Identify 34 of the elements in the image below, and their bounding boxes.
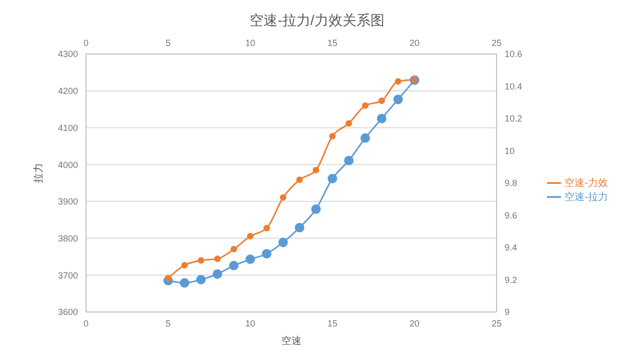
x-tick-label: 20 <box>410 38 420 48</box>
x2-tick-label: 20 <box>410 318 420 328</box>
y-tick-label: 4100 <box>58 122 78 133</box>
legend-label: 空速-拉力 <box>564 192 608 203</box>
y2-tick-label: 9.6 <box>504 210 518 220</box>
y-tick-label: 4200 <box>58 86 78 96</box>
chart-title: 空速-拉力/力效关系图 <box>248 11 386 30</box>
x-tick-label: 25 <box>492 38 502 48</box>
x2-tick-label: 0 <box>83 318 89 328</box>
y2-tick-label: 9.4 <box>504 242 518 253</box>
y2-tick-label: 9.8 <box>504 178 518 188</box>
y2-tick-label: 10.2 <box>504 114 522 124</box>
y2-tick-label: 10 <box>504 146 515 156</box>
y2-tick-label: 9 <box>504 307 510 318</box>
y-tick-label: 4000 <box>58 160 78 170</box>
y2-tick-label: 10.4 <box>504 81 522 92</box>
x2-tick-label: 5 <box>166 318 171 328</box>
x-tick-label: 15 <box>327 38 338 48</box>
y-tick-label: 3900 <box>58 196 78 207</box>
x-tick-label: 5 <box>166 38 171 48</box>
y2-tick-label: 10.6 <box>504 49 522 60</box>
y-axis-title: 拉力 <box>32 163 45 183</box>
x2-tick-label: 25 <box>492 318 502 328</box>
x2-tick-label: 15 <box>327 318 338 328</box>
y-tick-label: 3700 <box>58 270 78 280</box>
x2-tick-label: 10 <box>245 318 256 328</box>
legend-label: 空速-力效 <box>564 178 608 189</box>
x-axis-title: 空速 <box>281 335 302 347</box>
y-tick-label: 4300 <box>58 49 78 60</box>
y-tick-label: 3800 <box>58 233 78 244</box>
y-tick-label: 3600 <box>58 307 78 318</box>
x-tick-label: 0 <box>83 38 89 48</box>
x-tick-label: 10 <box>245 38 256 48</box>
y2-tick-label: 9.2 <box>504 274 518 285</box>
